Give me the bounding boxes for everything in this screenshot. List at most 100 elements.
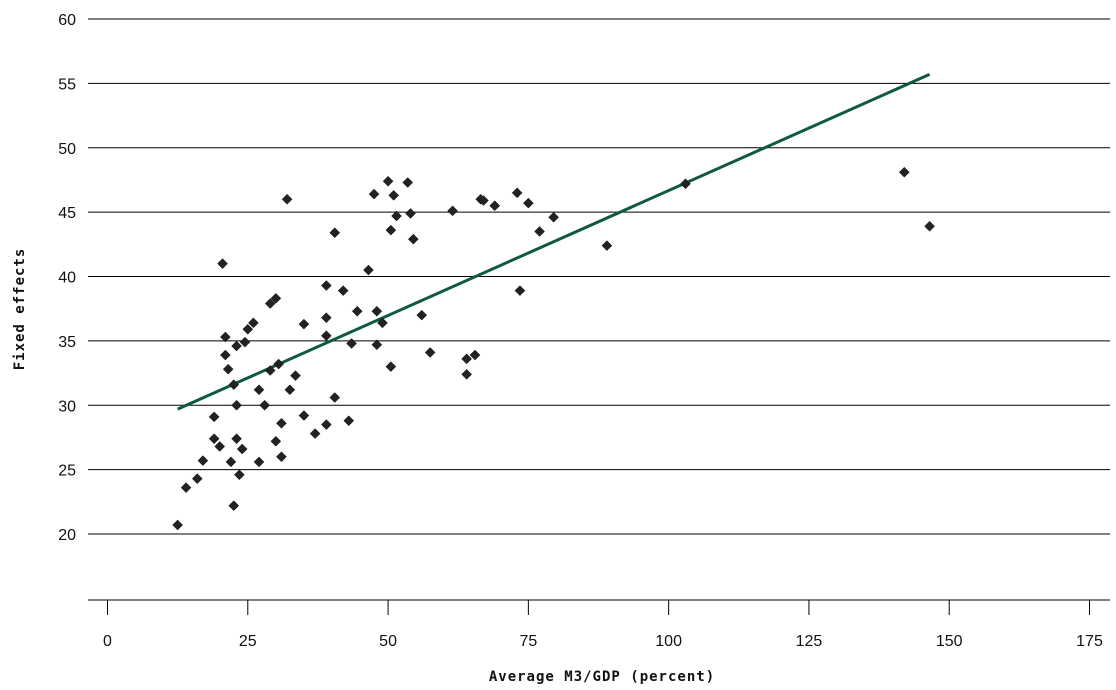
data-point: [337, 285, 349, 297]
data-point: [298, 318, 310, 330]
data-point: [270, 435, 282, 447]
x-tick-label: 50: [379, 633, 397, 650]
data-point: [219, 349, 231, 361]
data-point: [239, 336, 251, 348]
data-point: [298, 410, 310, 421]
data-point: [191, 473, 203, 484]
data-point: [371, 339, 383, 351]
y-tick-label: 50: [58, 141, 76, 158]
data-point: [270, 293, 282, 304]
data-point: [320, 280, 332, 291]
data-point: [234, 469, 245, 481]
data-point: [320, 330, 332, 342]
data-point: [253, 456, 265, 468]
data-point: [197, 455, 209, 466]
data-point: [391, 210, 402, 222]
data-point: [601, 240, 613, 251]
data-point: [276, 417, 287, 429]
data-point: [534, 226, 545, 237]
x-axis-title: Average M3/GDP (percent): [489, 669, 715, 685]
data-point: [424, 347, 436, 358]
y-tick-label: 45: [58, 205, 76, 222]
data-point: [217, 258, 228, 269]
data-point: [343, 415, 355, 427]
data-point: [231, 340, 242, 352]
y-tick-label: 30: [58, 398, 76, 415]
data-point: [284, 384, 296, 396]
data-point: [368, 188, 380, 200]
data-point: [447, 205, 458, 217]
data-point: [898, 166, 910, 178]
data-points: [172, 166, 935, 531]
data-point: [309, 428, 321, 439]
data-point: [346, 338, 357, 349]
data-point: [382, 175, 394, 187]
data-point: [405, 208, 416, 219]
data-point: [478, 195, 489, 206]
data-point: [273, 358, 285, 370]
trendline-group: [177, 72, 931, 411]
data-point: [231, 433, 242, 445]
data-point: [407, 233, 419, 245]
y-tick-label: 55: [58, 76, 76, 93]
data-point: [264, 365, 276, 376]
data-point: [320, 419, 332, 430]
data-point: [461, 368, 472, 380]
data-point: [461, 353, 472, 365]
data-point: [264, 298, 276, 309]
data-point: [489, 200, 501, 212]
data-point: [924, 220, 935, 232]
data-point: [214, 441, 226, 452]
horizontal-gridlines: [88, 18, 1110, 535]
data-point: [385, 361, 397, 372]
data-point: [208, 411, 220, 423]
x-axis: [88, 599, 1110, 615]
y-tick-labels: 20 25 30 35 40 45 50 55 60: [58, 12, 76, 544]
y-tick-label: 20: [58, 527, 76, 544]
data-point: [351, 305, 363, 317]
y-tick-label: 35: [58, 334, 76, 351]
data-point: [320, 312, 332, 324]
x-tick-label: 175: [1076, 633, 1103, 650]
data-point: [208, 433, 220, 445]
data-point: [511, 187, 523, 199]
data-point: [225, 456, 237, 468]
data-point: [680, 178, 691, 190]
data-point: [329, 227, 341, 239]
data-point: [385, 224, 397, 236]
data-point: [180, 482, 192, 494]
trend-line: [177, 72, 931, 411]
y-axis-title: Fixed effects: [12, 248, 28, 371]
data-point: [290, 370, 301, 381]
x-tick-label: 25: [239, 633, 257, 650]
data-point: [222, 363, 234, 375]
data-point: [363, 264, 374, 276]
y-tick-label: 25: [58, 463, 76, 480]
x-tick-label: 125: [796, 633, 823, 650]
x-tick-label: 75: [519, 633, 537, 650]
data-point: [228, 500, 240, 512]
data-point: [402, 177, 414, 188]
y-tick-label: 40: [58, 270, 76, 287]
data-point: [253, 384, 265, 396]
data-point: [236, 443, 248, 455]
data-point: [231, 399, 242, 411]
data-point: [388, 190, 400, 201]
data-point: [548, 211, 559, 223]
data-point: [329, 392, 341, 403]
data-point: [416, 309, 428, 321]
data-point: [219, 331, 231, 343]
data-point: [248, 317, 259, 329]
data-point: [242, 323, 254, 335]
data-point: [228, 379, 240, 391]
data-point: [259, 399, 270, 411]
data-point: [281, 193, 293, 205]
data-point: [377, 317, 388, 329]
data-point: [469, 349, 481, 361]
data-point: [514, 285, 526, 297]
y-tick-label: 60: [58, 12, 76, 29]
data-point: [523, 197, 534, 209]
x-tick-label: 150: [936, 633, 963, 650]
x-tick-label: 100: [655, 633, 682, 650]
